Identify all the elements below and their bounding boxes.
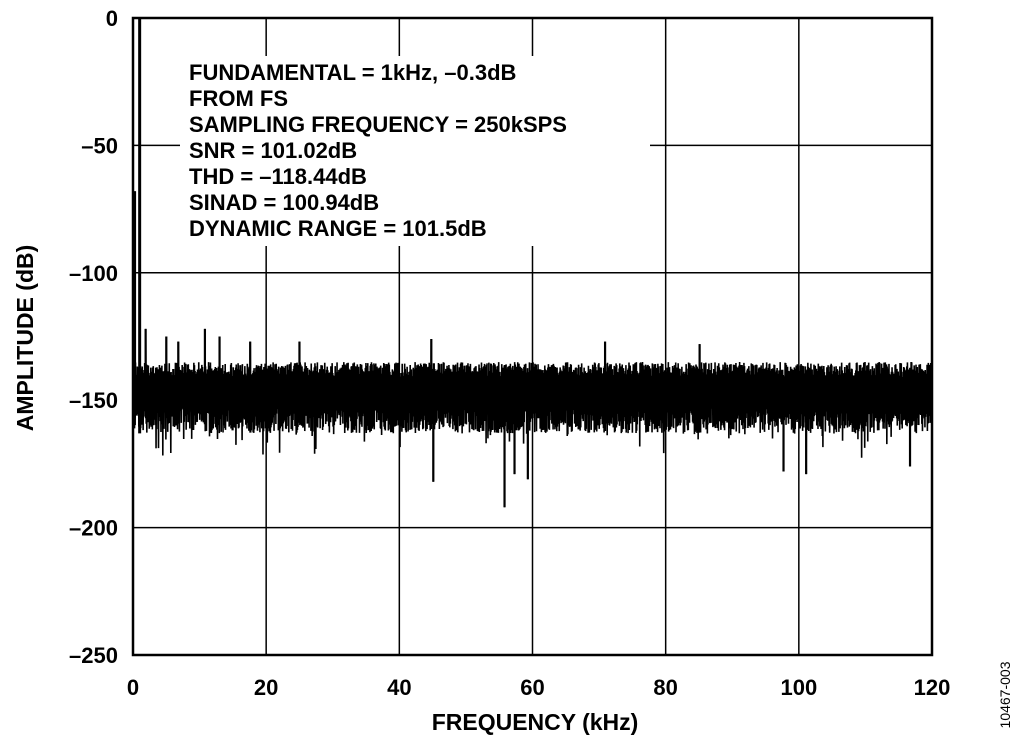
x-axis-label: FREQUENCY (kHz) xyxy=(432,709,639,735)
y-tick-label: –250 xyxy=(69,643,118,668)
plot-frame xyxy=(131,16,934,657)
x-tick-label: 20 xyxy=(254,675,278,700)
y-tick-label: –200 xyxy=(69,516,118,541)
y-tick-label: –150 xyxy=(69,388,118,413)
y-tick-label: –50 xyxy=(81,133,118,158)
annotation-line: DYNAMIC RANGE = 101.5dB xyxy=(189,216,487,241)
noise-floor-trace xyxy=(132,18,933,508)
annotation-line: FUNDAMENTAL = 1kHz, –0.3dB xyxy=(189,60,516,85)
y-tick-label: 0 xyxy=(106,6,118,31)
annotation-line: SINAD = 100.94dB xyxy=(189,190,379,215)
x-tick-labels: 0 20 40 60 80 100 120 xyxy=(127,675,950,700)
y-tick-label: –100 xyxy=(69,261,118,286)
annotation-line: FROM FS xyxy=(189,86,288,111)
annotation-box: FUNDAMENTAL = 1kHz, –0.3dB FROM FS SAMPL… xyxy=(180,56,650,246)
x-tick-label: 60 xyxy=(520,675,544,700)
spectrum-trace xyxy=(132,18,933,508)
figure-id: 10467-003 xyxy=(997,661,1013,728)
x-tick-label: 0 xyxy=(127,675,139,700)
x-tick-label: 40 xyxy=(387,675,411,700)
y-axis-label: AMPLITUDE (dB) xyxy=(12,245,38,432)
x-tick-label: 80 xyxy=(653,675,677,700)
annotation-line: THD = –118.44dB xyxy=(189,164,367,189)
annotation-line: SNR = 101.02dB xyxy=(189,138,357,163)
annotation-background xyxy=(180,56,650,246)
annotation-line: SAMPLING FREQUENCY = 250kSPS xyxy=(189,112,567,137)
y-tick-labels: 0 –50 –100 –150 –200 –250 xyxy=(69,6,118,668)
x-tick-label: 100 xyxy=(780,675,817,700)
x-tick-label: 120 xyxy=(914,675,951,700)
